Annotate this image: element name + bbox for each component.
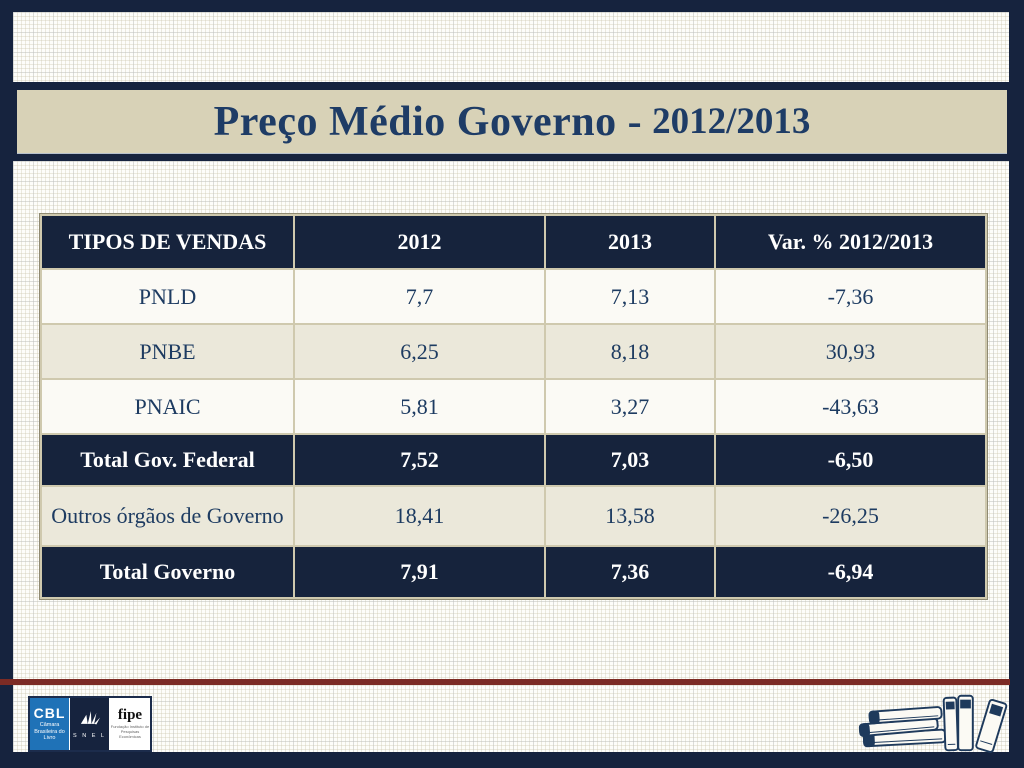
value-var: -6,94	[716, 547, 985, 597]
col-header-2012: 2012	[295, 216, 544, 268]
row-label: Total Gov. Federal	[42, 435, 293, 485]
cbl-acronym: CBL	[33, 704, 66, 721]
col-header-2013: 2013	[546, 216, 714, 268]
stack-of-books-icon	[852, 694, 1012, 760]
footer-divider-line	[0, 679, 1010, 685]
snel-fan-icon	[79, 710, 101, 730]
table-row-total-federal: Total Gov. Federal 7,52 7,03 -6,50	[42, 435, 985, 485]
fipe-caption: Fundação Instituto de Pesquisas Econômic…	[110, 724, 150, 739]
cbl-logo: CBL Câmara Brasileira do Livro	[30, 698, 70, 750]
value-2013: 8,18	[546, 325, 714, 378]
value-2013: 3,27	[546, 380, 714, 433]
footer-logos: CBL Câmara Brasileira do Livro S N E L f…	[28, 696, 152, 752]
title-band: Preço Médio Governo - 2012/2013	[17, 90, 1007, 154]
value-2012: 6,25	[295, 325, 544, 378]
value-2013: 7,03	[546, 435, 714, 485]
fipe-name: fipe	[117, 707, 143, 724]
page-title: Preço Médio Governo -	[213, 98, 643, 145]
row-label: Total Governo	[42, 547, 293, 597]
value-var: -7,36	[716, 270, 985, 323]
table-header-row: TIPOS DE VENDAS 2012 2013 Var. % 2012/20…	[42, 216, 985, 268]
value-2012: 7,52	[295, 435, 544, 485]
table-row-pnld: PNLD 7,7 7,13 -7,36	[42, 270, 985, 323]
cbl-caption: Câmara Brasileira do Livro	[34, 721, 65, 742]
col-header-tipos: TIPOS DE VENDAS	[42, 216, 293, 268]
table-row-outros-orgaos: Outros órgãos de Governo 18,41 13,58 -26…	[42, 487, 985, 545]
value-2012: 7,7	[295, 270, 544, 323]
value-2013: 7,36	[546, 547, 714, 597]
col-header-var: Var. % 2012/2013	[716, 216, 985, 268]
table-row-pnbe: PNBE 6,25 8,18 30,93	[42, 325, 985, 378]
row-label: PNAIC	[42, 380, 293, 433]
row-label: Outros órgãos de Governo	[42, 487, 293, 545]
table-row-pnaic: PNAIC 5,81 3,27 -43,63	[42, 380, 985, 433]
value-var: -6,50	[716, 435, 985, 485]
table-row-total-governo: Total Governo 7,91 7,36 -6,94	[42, 547, 985, 597]
snel-caption: S N E L	[73, 732, 106, 739]
value-2012: 18,41	[295, 487, 544, 545]
value-2012: 7,91	[295, 547, 544, 597]
page-title-years: 2012/2013	[652, 101, 811, 142]
snel-logo: S N E L	[70, 698, 110, 750]
top-grid-strip	[13, 12, 1009, 82]
books-illustration	[852, 688, 1012, 756]
value-var: -43,63	[716, 380, 985, 433]
value-2013: 7,13	[546, 270, 714, 323]
value-var: 30,93	[716, 325, 985, 378]
price-table: TIPOS DE VENDAS 2012 2013 Var. % 2012/20…	[39, 213, 988, 600]
value-2013: 13,58	[546, 487, 714, 545]
value-2012: 5,81	[295, 380, 544, 433]
fipe-logo: fipe Fundação Instituto de Pesquisas Eco…	[110, 698, 150, 750]
row-label: PNLD	[42, 270, 293, 323]
row-label: PNBE	[42, 325, 293, 378]
value-var: -26,25	[716, 487, 985, 545]
